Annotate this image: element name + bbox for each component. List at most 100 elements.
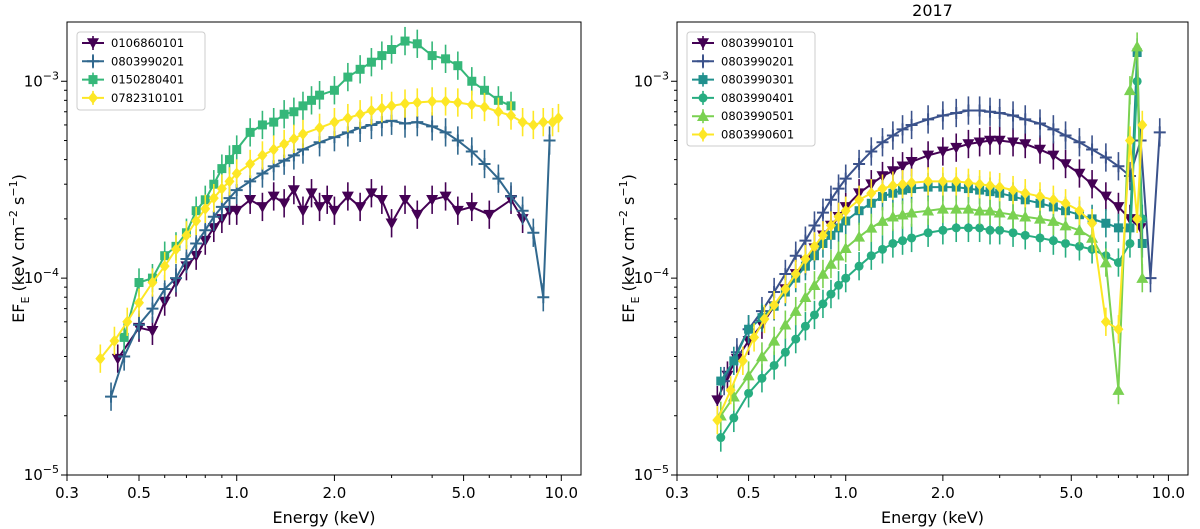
data-point <box>853 230 866 242</box>
data-point <box>146 326 159 337</box>
data-point <box>134 296 145 309</box>
data-point <box>824 193 837 206</box>
data-point <box>876 136 889 149</box>
data-point <box>1048 193 1059 206</box>
data-point <box>866 251 876 261</box>
data-point <box>769 299 780 312</box>
data-point <box>973 137 986 149</box>
legend-marker <box>697 38 709 49</box>
data-point <box>215 200 228 213</box>
data-point <box>328 205 341 217</box>
data-point <box>963 223 973 233</box>
data-point <box>365 188 378 200</box>
data-point <box>478 157 491 170</box>
data-point <box>985 179 996 192</box>
x-tick-label: 2.0 <box>931 484 955 502</box>
data-point <box>923 228 933 238</box>
data-point <box>1100 315 1111 328</box>
data-point <box>769 360 779 370</box>
data-point <box>799 234 812 247</box>
data-point <box>950 202 963 214</box>
data-point <box>269 117 279 127</box>
data-point <box>288 132 299 145</box>
data-point <box>439 191 452 203</box>
data-point <box>354 202 367 213</box>
data-point <box>400 36 410 46</box>
legend-marker <box>88 91 98 104</box>
data-point <box>1060 197 1071 210</box>
data-point <box>712 414 723 427</box>
data-point <box>817 229 828 242</box>
data-point <box>1073 168 1086 180</box>
data-point <box>1086 179 1099 191</box>
legend-label: 0782310101 <box>111 91 184 105</box>
data-point <box>1153 126 1166 139</box>
x-axis-label: Energy (keV) <box>272 508 375 527</box>
data-point <box>1035 190 1046 203</box>
data-point <box>923 175 934 188</box>
data-point <box>287 185 300 197</box>
legend-box <box>76 31 206 111</box>
data-point <box>1099 256 1112 268</box>
x-tick-label: 0.5 <box>127 484 151 502</box>
data-point <box>780 283 791 296</box>
data-point <box>268 143 279 156</box>
data-point <box>840 204 851 217</box>
data-point <box>224 175 235 188</box>
data-point <box>483 209 496 221</box>
data-point <box>279 138 290 151</box>
data-point <box>950 106 963 119</box>
data-point <box>816 206 829 219</box>
y-tick-label: 10−5 <box>634 463 669 484</box>
data-point <box>896 161 909 173</box>
data-point <box>505 190 518 203</box>
data-point <box>441 54 451 64</box>
data-point <box>896 208 909 220</box>
series-0803990101 <box>711 126 1147 415</box>
data-point <box>1008 228 1018 238</box>
x-tick-label: 10.0 <box>1152 484 1185 502</box>
data-point <box>342 112 353 125</box>
data-point <box>1059 159 1072 170</box>
data-point <box>854 261 864 271</box>
data-point <box>1007 208 1020 220</box>
data-point <box>329 85 339 95</box>
data-point <box>427 51 437 61</box>
data-point <box>841 273 851 283</box>
data-point <box>808 219 821 232</box>
data-point <box>1123 84 1136 96</box>
data-point <box>877 182 888 195</box>
legend-label: 0803990101 <box>721 36 794 50</box>
data-point <box>314 121 325 134</box>
data-point <box>1073 136 1086 149</box>
series-0803990601 <box>712 110 1148 435</box>
data-point <box>1137 118 1148 131</box>
data-point <box>451 205 464 217</box>
data-point <box>321 194 334 206</box>
data-point <box>839 242 852 253</box>
data-point <box>411 209 424 221</box>
data-point <box>1086 143 1099 156</box>
data-point <box>296 205 309 217</box>
data-point <box>985 225 995 235</box>
data-point <box>1101 218 1111 228</box>
data-point <box>962 139 975 151</box>
data-point <box>480 85 490 95</box>
y-tick-label: 10−3 <box>24 69 59 90</box>
data-point <box>1099 191 1112 203</box>
data-point <box>1112 384 1125 395</box>
legend-marker <box>88 75 98 85</box>
data-point <box>994 181 1005 194</box>
data-point <box>887 179 898 192</box>
data-point <box>951 175 962 188</box>
data-point <box>789 305 802 316</box>
data-point <box>1034 117 1046 130</box>
data-point <box>217 164 227 174</box>
data-point <box>1112 160 1125 173</box>
legend-label: 0803990201 <box>721 54 794 68</box>
data-point <box>440 95 451 108</box>
data-point <box>1035 233 1045 243</box>
data-point <box>1113 258 1123 268</box>
data-point <box>984 204 997 216</box>
